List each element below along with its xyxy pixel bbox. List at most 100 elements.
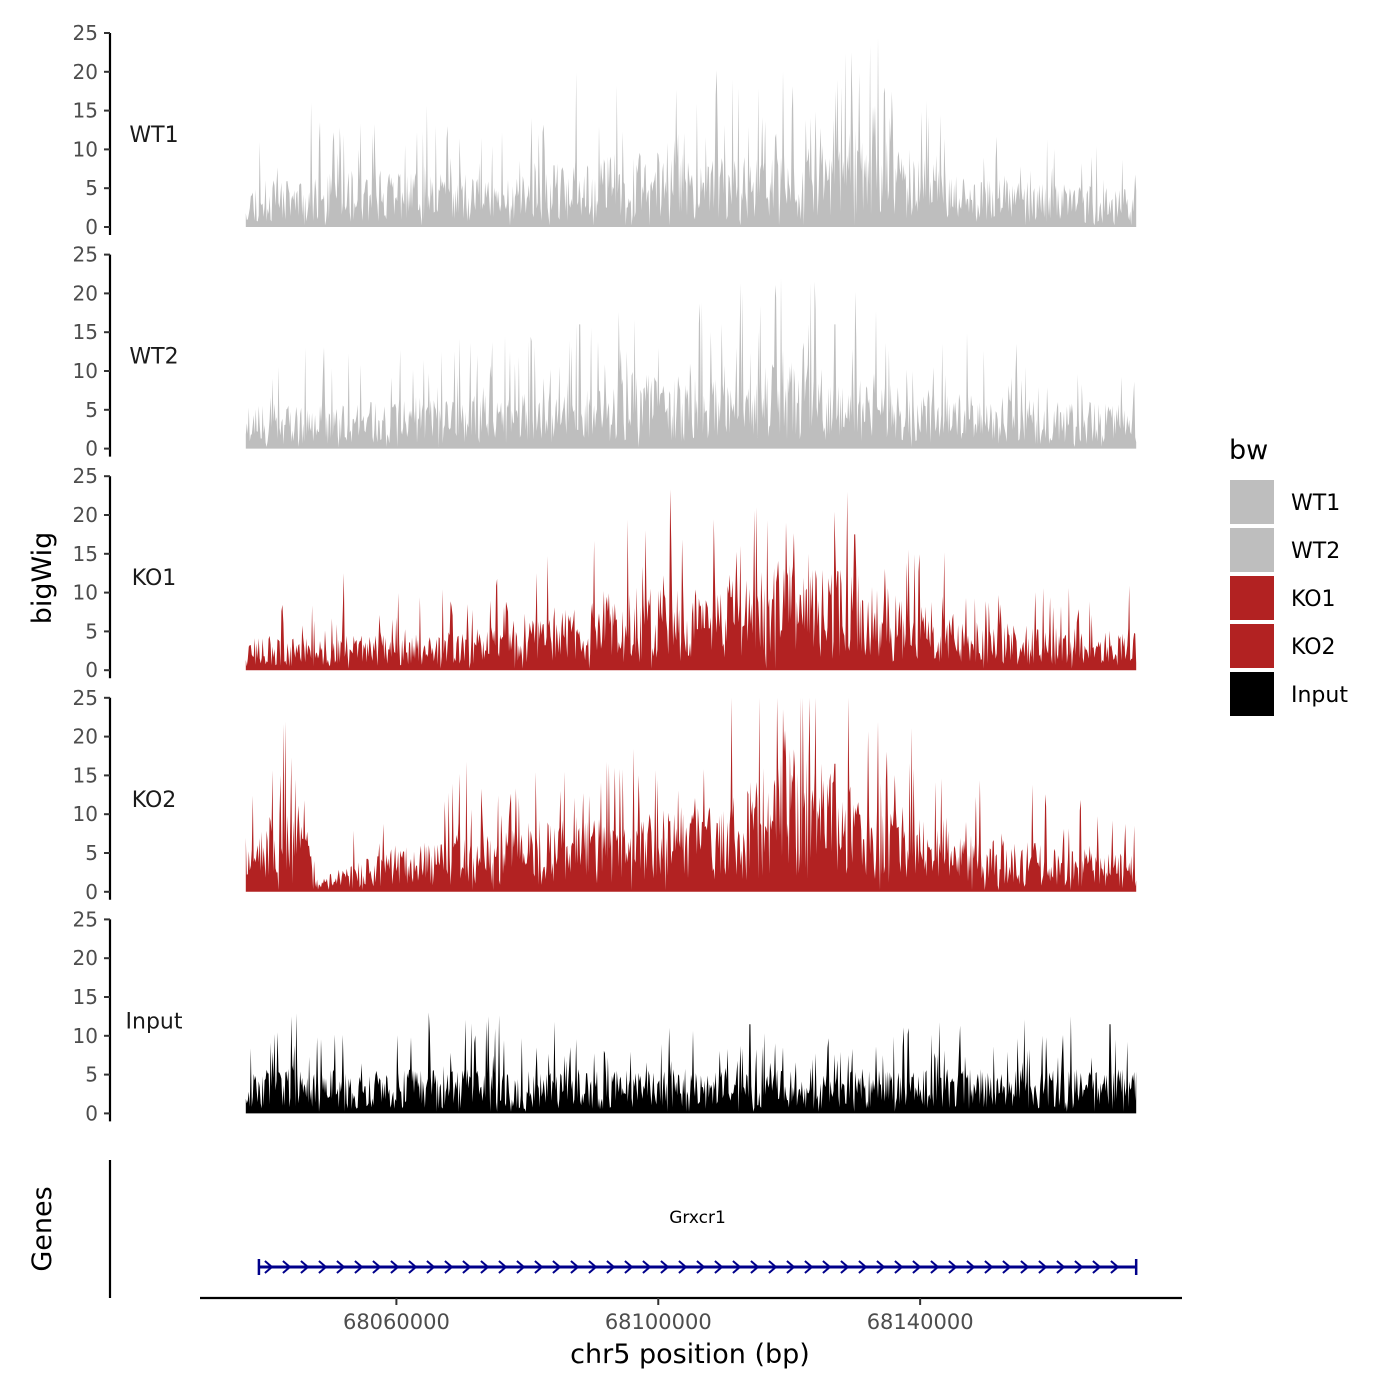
- strand-arrow-icon: [408, 1260, 418, 1274]
- coverage-area-input: [245, 1012, 1137, 1114]
- y-tick-label: 5: [85, 619, 98, 643]
- genes-axis-title: Genes: [27, 1186, 58, 1271]
- y-tick-label: 5: [85, 176, 98, 200]
- legend-label: KO2: [1291, 635, 1336, 660]
- y-tick-label: 25: [73, 686, 98, 710]
- strand-arrow-icon: [678, 1260, 688, 1274]
- legend-item-input: Input: [1230, 672, 1348, 716]
- strand-arrow-icon: [804, 1260, 814, 1274]
- y-tick-label: 15: [73, 99, 98, 123]
- strand-arrow-icon: [894, 1260, 904, 1274]
- y-tick-label: 0: [85, 1101, 98, 1125]
- strand-arrow-icon: [552, 1260, 562, 1274]
- strand-arrow-icon: [1092, 1260, 1102, 1274]
- strand-arrow-icon: [588, 1260, 598, 1274]
- strand-arrow-icon: [624, 1260, 634, 1274]
- strand-arrow-icon: [696, 1260, 706, 1274]
- track-ko1: 0 5 10 15 20 25 KO1: [73, 464, 1137, 682]
- track-label-ko1: KO1: [132, 566, 177, 591]
- strand-arrow-icon: [1110, 1260, 1120, 1274]
- strand-arrow-icon: [912, 1260, 922, 1274]
- legend: bw WT1 WT2 KO1 KO2 Input: [1229, 435, 1348, 716]
- legend-item-wt2: WT2: [1230, 528, 1340, 572]
- y-tick-label: 5: [85, 841, 98, 865]
- strand-arrow-icon: [966, 1260, 976, 1274]
- legend-label: KO1: [1291, 587, 1336, 612]
- y-tick-label: 25: [73, 243, 98, 267]
- y-tick-label: 10: [73, 1024, 98, 1048]
- coverage-area-wt1: [245, 37, 1137, 227]
- x-tick-label: 68140000: [867, 1310, 974, 1334]
- y-tick-label: 0: [85, 658, 98, 682]
- track-wt2: 0 5 10 15 20 25 WT2: [73, 243, 1137, 461]
- y-tick-label: 25: [73, 21, 98, 45]
- strand-arrow-icon: [642, 1260, 652, 1274]
- strand-arrow-icon: [948, 1260, 958, 1274]
- track-label-wt1: WT1: [129, 123, 178, 148]
- y-tick-label: 0: [85, 215, 98, 239]
- strand-arrow-icon: [1074, 1260, 1084, 1274]
- strand-arrow-icon: [534, 1260, 544, 1274]
- x-axis-title: chr5 position (bp): [570, 1339, 810, 1370]
- y-tick-label: 25: [73, 464, 98, 488]
- y-tick-label: 10: [73, 802, 98, 826]
- strand-arrow-icon: [660, 1260, 670, 1274]
- strand-arrow-icon: [480, 1260, 490, 1274]
- gene-name-label: Grxcr1: [669, 1208, 726, 1228]
- legend-swatch: [1230, 624, 1274, 668]
- y-tick-label: 10: [73, 359, 98, 383]
- strand-arrow-icon: [786, 1260, 796, 1274]
- y-tick-label: 20: [73, 60, 98, 84]
- strand-arrow-icon: [1020, 1260, 1030, 1274]
- track-wt1: 0 5 10 15 20 25 WT1: [73, 21, 1137, 239]
- y-tick-label: 0: [85, 880, 98, 904]
- legend-title: bw: [1229, 435, 1268, 466]
- track-ko2: 0 5 10 15 20 25 KO2: [73, 686, 1137, 904]
- y-tick-label: 0: [85, 437, 98, 461]
- legend-item-ko1: KO1: [1230, 576, 1336, 620]
- strand-arrow-icon: [462, 1260, 472, 1274]
- strand-arrow-icon: [822, 1260, 832, 1274]
- strand-arrow-icon: [1056, 1260, 1066, 1274]
- strand-arrow-icon: [264, 1260, 274, 1274]
- legend-label: WT1: [1291, 491, 1340, 516]
- legend-swatch: [1230, 672, 1274, 716]
- track-panels: 0 5 10 15 20 25 WT1 0 5 10 15 20 25 WT2 0 5 10 15 20 25 KO1 0…: [73, 21, 1137, 1125]
- y-axis-title: bigWig: [27, 532, 58, 625]
- strand-arrow-icon: [282, 1260, 292, 1274]
- legend-swatch: [1230, 528, 1274, 572]
- legend-label: Input: [1291, 683, 1348, 708]
- strand-arrow-icon: [570, 1260, 580, 1274]
- strand-arrow-icon: [498, 1260, 508, 1274]
- strand-arrow-icon: [336, 1260, 346, 1274]
- y-tick-label: 15: [73, 985, 98, 1009]
- y-tick-label: 15: [73, 542, 98, 566]
- strand-arrow-icon: [318, 1260, 328, 1274]
- y-tick-label: 25: [73, 907, 98, 931]
- strand-arrow-icon: [372, 1260, 382, 1274]
- y-tick-label: 20: [73, 503, 98, 527]
- track-label-ko2: KO2: [132, 788, 177, 813]
- track-label-wt2: WT2: [129, 345, 178, 370]
- strand-arrow-icon: [858, 1260, 868, 1274]
- x-axis: 68060000 68100000 68140000: [200, 1296, 1182, 1334]
- track-input: 0 5 10 15 20 25 Input: [73, 907, 1137, 1125]
- strand-arrow-icon: [714, 1260, 724, 1274]
- y-tick-label: 20: [73, 281, 98, 305]
- legend-swatch: [1230, 480, 1274, 524]
- legend-label: WT2: [1291, 539, 1340, 564]
- legend-swatch: [1230, 576, 1274, 620]
- strand-arrow-icon: [750, 1260, 760, 1274]
- strand-arrow-icon: [426, 1260, 436, 1274]
- gene-grxcr1: Grxcr1: [257, 1208, 1138, 1275]
- strand-arrow-icon: [354, 1260, 364, 1274]
- strand-arrow-icon: [516, 1260, 526, 1274]
- x-tick-label: 68060000: [343, 1310, 450, 1334]
- strand-arrow-icon: [984, 1260, 994, 1274]
- strand-arrow-icon: [1002, 1260, 1012, 1274]
- strand-arrow-icon: [840, 1260, 850, 1274]
- strand-arrow-icon: [930, 1260, 940, 1274]
- coverage-area-wt2: [245, 277, 1137, 449]
- strand-arrow-icon: [300, 1260, 310, 1274]
